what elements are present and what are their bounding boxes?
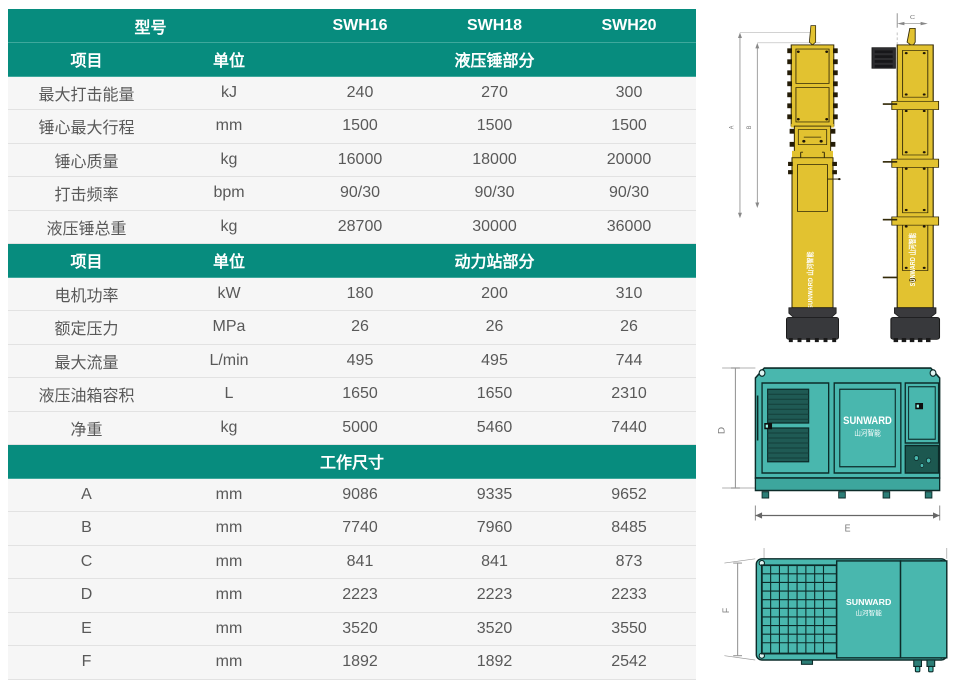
svg-text:E: E: [845, 523, 851, 535]
svg-text:SUNWARD 山河智能: SUNWARD 山河智能: [907, 232, 917, 286]
svg-text:B: B: [747, 126, 753, 130]
svg-text:SUNWARD: SUNWARD: [843, 416, 892, 428]
svg-text:C: C: [910, 14, 916, 20]
svg-text:A: A: [729, 126, 735, 130]
svg-text:SUNWARD: SUNWARD: [846, 597, 891, 607]
svg-text:F: F: [721, 608, 731, 613]
svg-text:D: D: [717, 427, 727, 434]
svg-text:山河智能: 山河智能: [854, 428, 881, 438]
svg-text:SUNWARD 山河智能: SUNWARD 山河智能: [805, 251, 815, 309]
svg-text:山河智能: 山河智能: [855, 608, 882, 617]
